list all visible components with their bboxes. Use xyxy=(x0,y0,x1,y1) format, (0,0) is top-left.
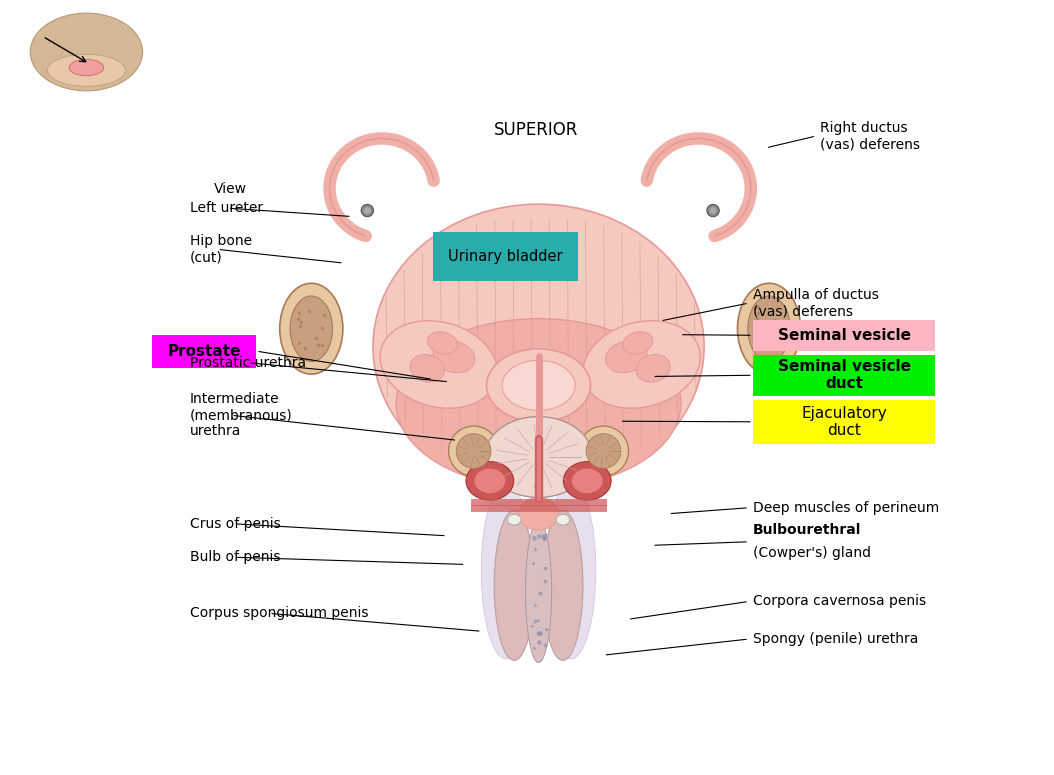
Text: Crus of penis: Crus of penis xyxy=(190,517,280,531)
Ellipse shape xyxy=(279,284,343,374)
Ellipse shape xyxy=(507,515,521,525)
Text: Seminal vesicle
duct: Seminal vesicle duct xyxy=(778,359,911,391)
Text: Left ureter: Left ureter xyxy=(190,202,262,215)
Text: Prostate: Prostate xyxy=(168,343,241,359)
Text: Urinary bladder: Urinary bladder xyxy=(448,249,563,264)
Text: Corpus spongiosum penis: Corpus spongiosum penis xyxy=(190,606,368,620)
Ellipse shape xyxy=(526,520,551,663)
Ellipse shape xyxy=(564,462,611,500)
Ellipse shape xyxy=(583,321,700,408)
Ellipse shape xyxy=(572,469,603,493)
Ellipse shape xyxy=(487,349,590,422)
Text: Deep muscles of perineum: Deep muscles of perineum xyxy=(753,501,939,515)
Ellipse shape xyxy=(738,284,801,374)
Text: (Cowper's) gland: (Cowper's) gland xyxy=(753,546,871,560)
Text: View: View xyxy=(214,181,247,195)
Ellipse shape xyxy=(449,426,499,476)
Ellipse shape xyxy=(555,515,570,525)
Ellipse shape xyxy=(373,204,704,489)
Ellipse shape xyxy=(709,207,717,214)
Text: Bulbourethral: Bulbourethral xyxy=(753,523,861,537)
Text: Seminal vesicle: Seminal vesicle xyxy=(778,328,911,343)
Ellipse shape xyxy=(474,469,505,493)
Ellipse shape xyxy=(605,341,647,373)
Ellipse shape xyxy=(623,332,652,354)
Ellipse shape xyxy=(364,207,371,214)
Ellipse shape xyxy=(47,54,125,86)
Ellipse shape xyxy=(380,321,497,408)
Ellipse shape xyxy=(410,355,445,382)
FancyBboxPatch shape xyxy=(753,400,935,444)
Ellipse shape xyxy=(494,510,534,660)
Ellipse shape xyxy=(502,360,575,411)
Ellipse shape xyxy=(586,434,621,468)
Text: Bulb of penis: Bulb of penis xyxy=(190,550,280,564)
Text: Prostatic urethra: Prostatic urethra xyxy=(190,356,306,370)
Ellipse shape xyxy=(362,205,373,217)
FancyBboxPatch shape xyxy=(753,320,935,351)
Text: Hip bone
(cut): Hip bone (cut) xyxy=(190,234,252,264)
Ellipse shape xyxy=(519,498,559,530)
FancyBboxPatch shape xyxy=(433,232,578,281)
Text: SUPERIOR: SUPERIOR xyxy=(494,121,579,139)
Ellipse shape xyxy=(70,60,103,76)
Ellipse shape xyxy=(396,319,681,488)
Ellipse shape xyxy=(428,332,457,354)
Ellipse shape xyxy=(466,462,513,500)
Ellipse shape xyxy=(482,482,531,659)
Ellipse shape xyxy=(579,426,628,476)
Ellipse shape xyxy=(748,296,790,361)
Ellipse shape xyxy=(543,510,583,660)
Ellipse shape xyxy=(636,355,670,382)
Text: Spongy (penile) urethra: Spongy (penile) urethra xyxy=(753,632,918,646)
Ellipse shape xyxy=(290,296,332,361)
Ellipse shape xyxy=(707,205,719,217)
Text: Right ductus
(vas) deferens: Right ductus (vas) deferens xyxy=(820,121,920,151)
Text: Ejaculatory
duct: Ejaculatory duct xyxy=(801,405,887,438)
Ellipse shape xyxy=(31,13,142,91)
Ellipse shape xyxy=(546,482,596,659)
FancyBboxPatch shape xyxy=(152,335,256,367)
Ellipse shape xyxy=(433,341,475,373)
Text: Intermediate
(membranous)
urethra: Intermediate (membranous) urethra xyxy=(190,392,292,439)
Text: Corpora cavernosa penis: Corpora cavernosa penis xyxy=(753,594,925,608)
Text: Ampulla of ductus
(vas) deferens: Ampulla of ductus (vas) deferens xyxy=(753,288,879,319)
Ellipse shape xyxy=(485,417,592,498)
Ellipse shape xyxy=(456,434,491,468)
FancyBboxPatch shape xyxy=(753,355,935,395)
